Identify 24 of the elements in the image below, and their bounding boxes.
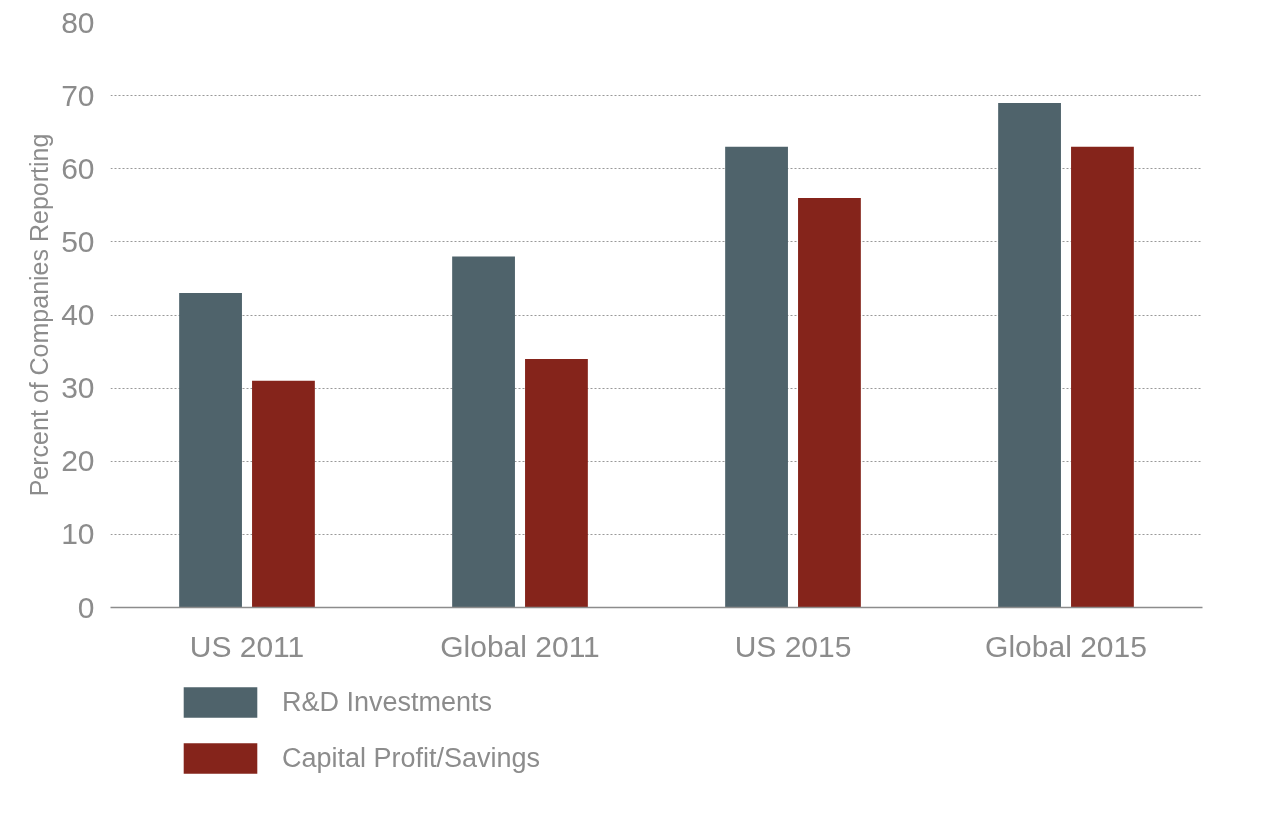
bar	[452, 256, 515, 608]
legend-label: Capital Profit/Savings	[282, 742, 541, 774]
bar	[798, 198, 861, 608]
y-tick-label: 10	[61, 517, 95, 551]
x-tick-label: US 2011	[189, 629, 305, 663]
legend-label: R&D Investments	[282, 686, 493, 718]
bar	[252, 380, 315, 608]
y-axis-title: Percent of Companies Reporting	[25, 133, 54, 497]
x-tick-label: US 2015	[734, 629, 852, 663]
y-tick-label: 20	[61, 444, 95, 478]
bar	[525, 358, 588, 608]
x-tick-label: Global 2015	[985, 629, 1147, 663]
bar	[998, 102, 1061, 608]
y-tick-label: 60	[61, 151, 95, 185]
bar	[725, 146, 788, 608]
bar	[1071, 146, 1134, 608]
y-tick-label: 0	[77, 590, 95, 624]
x-tick-label: Global 2011	[440, 629, 600, 663]
y-tick-label: 80	[61, 5, 95, 39]
y-tick-label: 40	[61, 298, 95, 331]
bar	[179, 293, 242, 608]
y-tick-label: 50	[61, 224, 95, 258]
y-tick-label: 70	[61, 78, 95, 112]
y-tick-label: 30	[61, 371, 95, 405]
